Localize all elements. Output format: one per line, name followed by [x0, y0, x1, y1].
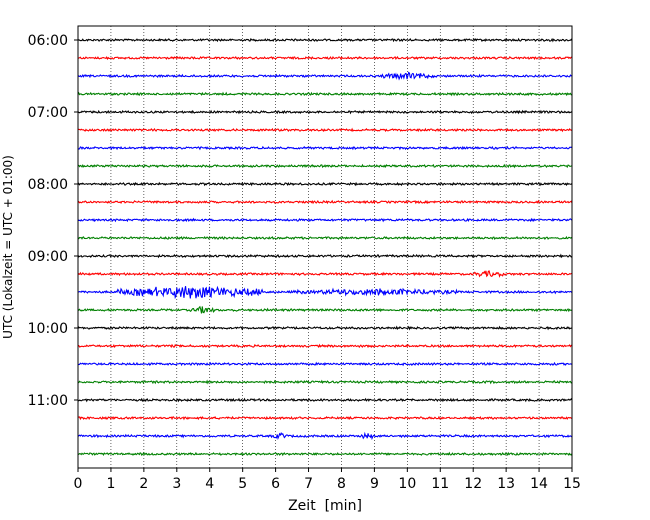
trace-1100	[77, 397, 573, 403]
x-tick-label: 12	[464, 476, 482, 492]
grid-lines	[110, 26, 540, 468]
trace-1000	[77, 325, 573, 331]
trace-1145	[77, 451, 573, 457]
trace-0600	[77, 37, 573, 43]
x-tick-label: 9	[370, 476, 379, 492]
trace-1030	[77, 361, 573, 367]
trace-0945	[77, 305, 573, 314]
trace-0845	[77, 235, 573, 241]
x-tick-label: 4	[205, 476, 214, 492]
trace-0830	[77, 217, 573, 223]
seismic-traces	[77, 37, 573, 457]
x-tick-label: 6	[271, 476, 280, 492]
y-tick-label: 07:00	[28, 105, 68, 121]
trace-0645	[77, 91, 573, 97]
trace-0815	[77, 199, 573, 205]
x-tick-label: 11	[431, 476, 449, 492]
y-tick-label: 11:00	[28, 393, 68, 409]
y-axis-ticks: 06:00 07:00 08:00 09:00 10:00 11:00	[28, 33, 78, 409]
trace-0730	[77, 145, 573, 151]
trace-0615	[77, 55, 573, 61]
x-tick-label: 13	[497, 476, 515, 492]
y-tick-label: 06:00	[28, 33, 68, 49]
trace-0900	[77, 253, 573, 259]
x-tick-label: 1	[106, 476, 115, 492]
y-tick-label: 08:00	[28, 177, 68, 193]
x-tick-label: 10	[398, 476, 416, 492]
y-tick-label: 09:00	[28, 249, 68, 265]
trace-1045	[77, 379, 573, 385]
x-tick-label: 15	[563, 476, 581, 492]
trace-1130	[77, 431, 573, 441]
x-tick-label: 8	[337, 476, 346, 492]
trace-0800	[77, 181, 573, 187]
x-axis-ticks: 0 1 2 3 4 5 6 7 8 9 10 11 12 13 14 15	[74, 468, 581, 492]
y-tick-label: 10:00	[28, 321, 68, 337]
plot-frame	[77, 25, 573, 469]
x-tick-label: 7	[304, 476, 313, 492]
x-tick-label: 5	[238, 476, 247, 492]
trace-0745	[77, 163, 573, 169]
trace-0630	[77, 71, 572, 81]
y-axis-label: UTC (Lokalzeit = UTC + 01:00)	[1, 155, 15, 339]
x-tick-label: 0	[74, 476, 83, 492]
x-tick-label: 14	[530, 476, 548, 492]
trace-0915	[77, 270, 573, 278]
trace-0700	[77, 109, 573, 115]
trace-1115	[77, 415, 573, 421]
trace-0930	[77, 285, 573, 300]
trace-0715	[77, 127, 573, 133]
x-axis-label: Zeit [min]	[288, 498, 362, 514]
x-tick-label: 3	[172, 476, 181, 492]
x-tick-label: 2	[139, 476, 148, 492]
trace-1015	[77, 343, 573, 349]
